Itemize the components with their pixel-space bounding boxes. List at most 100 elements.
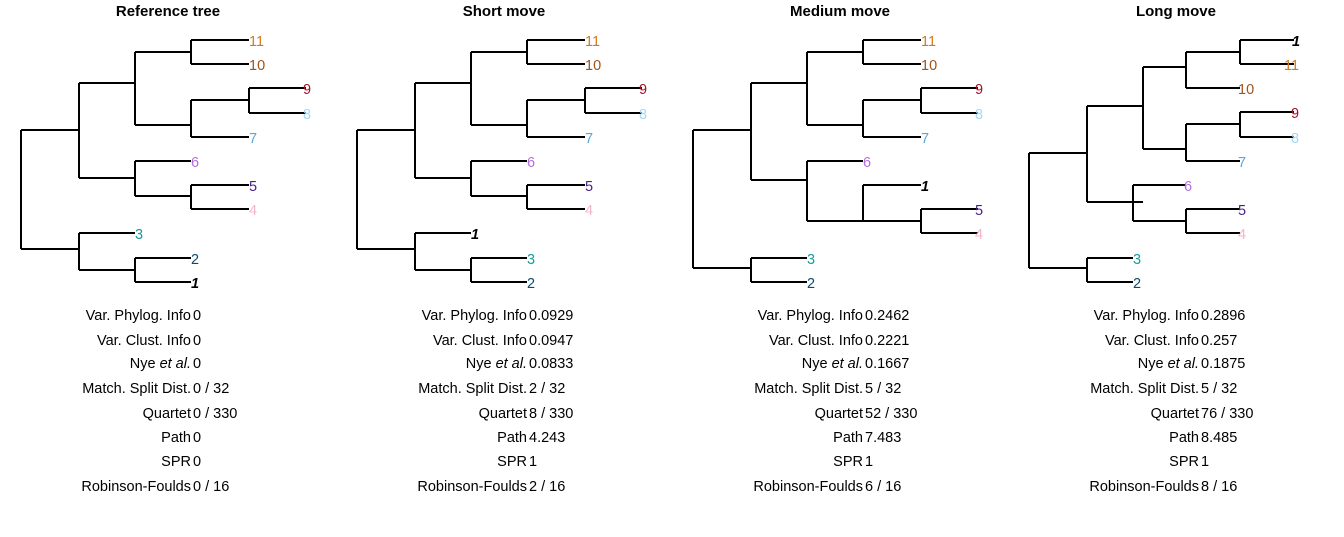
metric-label: SPR — [161, 454, 191, 470]
tip-2: 2 — [191, 252, 199, 268]
panel-title: Long move — [1135, 3, 1216, 20]
metric-label: Var. Clust. Info — [768, 333, 863, 349]
tip-4: 4 — [585, 203, 593, 219]
tip-5: 5 — [249, 179, 257, 195]
metric-label: Path — [161, 430, 191, 446]
metric-value: 2 / 16 — [529, 479, 566, 495]
tip-5: 5 — [1238, 203, 1246, 219]
metric-value: 52 / 330 — [865, 406, 918, 422]
tree-diagram: 1 11 10 9 8 7 6 5 4 3 2 — [1028, 34, 1300, 292]
tree-diagram: 11 10 9 8 7 6 5 4 1 3 2 — [356, 34, 647, 292]
tip-2: 2 — [807, 276, 815, 292]
tip-6: 6 — [191, 155, 199, 171]
metric-label: Nye et al. — [129, 356, 191, 372]
metric-label: Var. Phylog. Info — [421, 308, 527, 324]
tip-1: 1 — [191, 276, 199, 292]
metric-label: Robinson-Foulds — [81, 479, 191, 495]
tip-1: 1 — [1292, 34, 1300, 50]
metric-label: Path — [497, 430, 527, 446]
tip-10: 10 — [1238, 82, 1254, 98]
tip-10: 10 — [585, 58, 601, 74]
tip-10: 10 — [921, 58, 937, 74]
metric-label: Match. Split Dist. — [1090, 381, 1199, 397]
tip-8: 8 — [639, 107, 647, 123]
metric-label: Var. Clust. Info — [432, 333, 527, 349]
tip-9: 9 — [1291, 106, 1299, 122]
metric-value: 0.2462 — [865, 308, 910, 324]
tip-labels: 11 10 9 8 7 6 1 5 4 3 2 — [807, 34, 983, 292]
metric-value: 1 — [529, 454, 538, 470]
tip-7: 7 — [921, 131, 929, 147]
tree-branches — [1028, 39, 1294, 283]
metric-label: SPR — [1169, 454, 1199, 470]
tip-5: 5 — [585, 179, 593, 195]
panel-title: Short move — [462, 3, 546, 20]
tip-7: 7 — [1238, 155, 1246, 171]
tip-3: 3 — [807, 252, 815, 268]
tip-1: 1 — [921, 179, 929, 195]
tip-11: 11 — [249, 34, 264, 50]
tree-diagram: 11 10 9 8 7 6 5 4 3 2 1 — [20, 34, 311, 292]
metric-label: Quartet — [814, 406, 863, 422]
metric-label: Match. Split Dist. — [82, 381, 191, 397]
metric-value: 7.483 — [865, 430, 902, 446]
tip-10: 10 — [249, 58, 265, 74]
tip-6: 6 — [1184, 179, 1192, 195]
tip-labels: 1 11 10 9 8 7 6 5 4 3 2 — [1133, 34, 1300, 292]
panel-title: Reference tree — [115, 3, 221, 20]
tip-9: 9 — [303, 82, 311, 98]
panel-title: Medium move — [789, 3, 891, 20]
metric-value: 0 — [193, 356, 202, 372]
metric-value: 0 — [193, 308, 202, 324]
metric-value: 1 — [1201, 454, 1210, 470]
tip-3: 3 — [527, 252, 535, 268]
tip-11: 11 — [921, 34, 936, 50]
tip-8: 8 — [1291, 131, 1299, 147]
metric-value: 0 — [193, 333, 202, 349]
metric-label: Quartet — [478, 406, 527, 422]
tip-8: 8 — [303, 107, 311, 123]
metric-label: Match. Split Dist. — [754, 381, 863, 397]
metric-label: Nye et al. — [1137, 356, 1199, 372]
tip-3: 3 — [1133, 252, 1141, 268]
tip-11: 11 — [1284, 58, 1299, 74]
tip-7: 7 — [585, 131, 593, 147]
metric-value: 5 / 32 — [1201, 381, 1238, 397]
metric-label: Var. Phylog. Info — [757, 308, 863, 324]
tip-2: 2 — [527, 276, 535, 292]
metric-value: 0.0947 — [529, 333, 574, 349]
tip-1: 1 — [471, 227, 479, 243]
metric-value: 0.0833 — [529, 356, 574, 372]
metric-label: SPR — [497, 454, 527, 470]
tip-7: 7 — [249, 131, 257, 147]
metric-value: 8 / 330 — [529, 406, 574, 422]
tip-4: 4 — [249, 203, 257, 219]
metric-label: Robinson-Foulds — [753, 479, 863, 495]
tree-branches — [692, 39, 978, 283]
metric-value: 0 / 330 — [193, 406, 238, 422]
tip-6: 6 — [527, 155, 535, 171]
tree-diagram: 11 10 9 8 7 6 1 5 4 3 2 — [692, 34, 983, 292]
tip-8: 8 — [975, 107, 983, 123]
tree-branches — [356, 39, 642, 283]
metric-value: 0 / 16 — [193, 479, 230, 495]
metric-label: Quartet — [142, 406, 191, 422]
metric-label: Nye et al. — [801, 356, 863, 372]
metric-value: 0.0929 — [529, 308, 574, 324]
metric-value: 0.2221 — [865, 333, 910, 349]
tip-11: 11 — [585, 34, 600, 50]
metric-label: Quartet — [1150, 406, 1199, 422]
tip-5: 5 — [975, 203, 983, 219]
metric-label: Var. Clust. Info — [96, 333, 191, 349]
metric-label: Var. Phylog. Info — [85, 308, 191, 324]
metric-value: 2 / 32 — [529, 381, 566, 397]
metric-label: Nye et al. — [465, 356, 527, 372]
metric-value: 1 — [865, 454, 874, 470]
metric-value: 0 — [193, 430, 202, 446]
metric-value: 0 / 32 — [193, 381, 230, 397]
metric-value: 5 / 32 — [865, 381, 902, 397]
tip-6: 6 — [863, 155, 871, 171]
panel-short-move: Short move 11 10 9 — [336, 0, 672, 537]
metric-value: 0.1667 — [865, 356, 910, 372]
metric-label: Robinson-Foulds — [417, 479, 527, 495]
